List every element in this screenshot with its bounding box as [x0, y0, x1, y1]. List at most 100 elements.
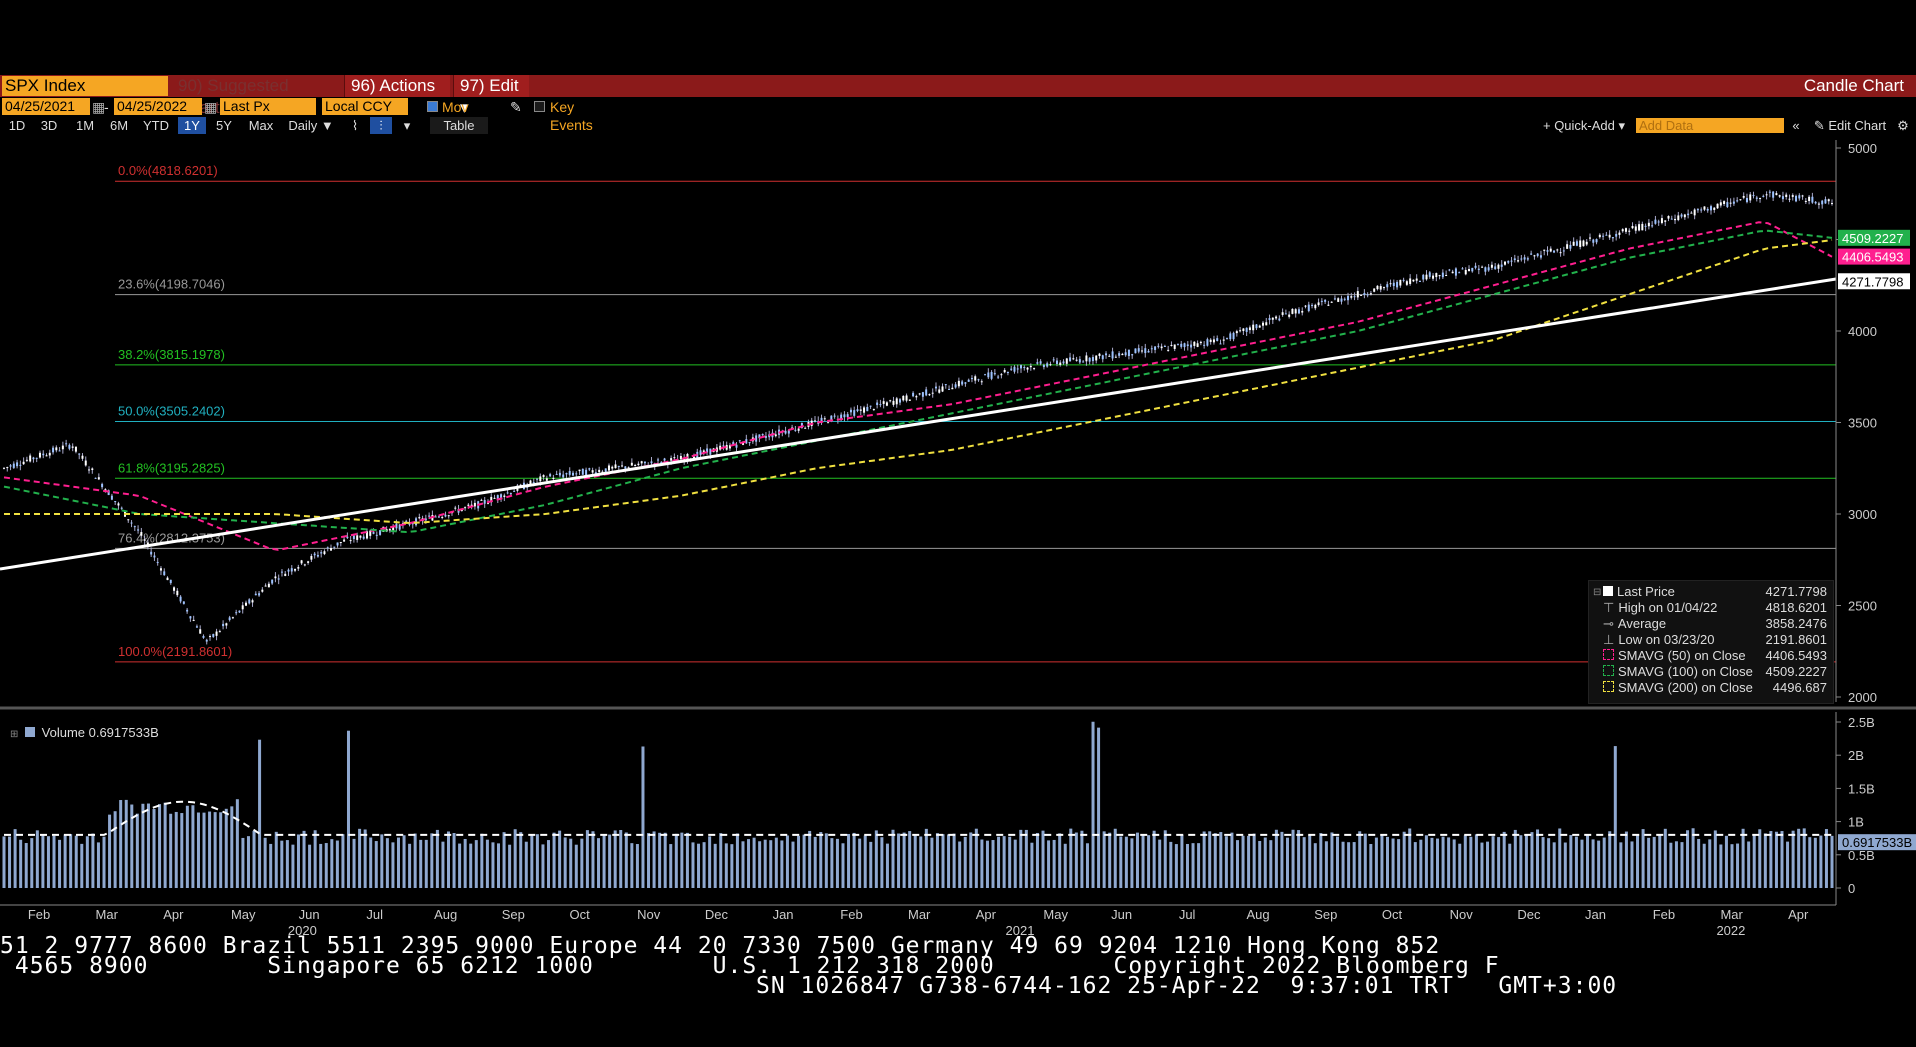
month-label: Nov [1450, 907, 1474, 922]
candle-body [634, 464, 637, 466]
volume-bar [1124, 836, 1128, 888]
candle-body [228, 617, 231, 620]
candle-body [1176, 343, 1179, 345]
add-data-input[interactable]: Add Data [1636, 118, 1784, 133]
candle-body [617, 465, 620, 467]
suggested-charts-menu[interactable]: 90) Suggested Charts [172, 75, 340, 117]
candle-body [1539, 255, 1542, 258]
mov-avgs-checkbox[interactable] [427, 101, 438, 112]
candle-body [1745, 197, 1748, 203]
volume-bar [741, 841, 745, 888]
candle-body [588, 468, 591, 470]
collapse-volume-icon[interactable]: ⊞ [10, 729, 19, 740]
edit-menu[interactable]: 97) Edit ▾ [453, 75, 529, 117]
price-field-select[interactable]: Last Px [220, 98, 316, 115]
candle-body [591, 470, 594, 473]
candle-body [500, 494, 503, 500]
end-date-field[interactable]: 04/25/2022 [114, 98, 202, 115]
currency-select[interactable]: Local CCY [322, 98, 408, 115]
candle-body [1438, 275, 1441, 277]
candle-body [9, 465, 12, 467]
range-max-button[interactable]: Max [248, 118, 274, 133]
volume-bar [269, 843, 273, 888]
volume-bar [219, 812, 223, 888]
candle-body [764, 436, 767, 438]
candle-body [719, 445, 722, 450]
volume-bar [1819, 835, 1823, 888]
chevron-down-icon[interactable]: ▾ [403, 118, 411, 133]
candle-body [558, 472, 561, 476]
candle-body [1468, 269, 1471, 272]
candle-body [948, 388, 951, 390]
volume-bar [1586, 835, 1590, 888]
gear-icon[interactable]: ⚙ [1897, 118, 1909, 133]
candle-body [1248, 327, 1251, 331]
candle-body [1749, 194, 1752, 201]
candle-body [401, 523, 404, 526]
line-chart-icon[interactable]: ⌇ [351, 118, 359, 133]
legend-label: Low on 03/23/20 [1618, 632, 1715, 647]
range-1y-button[interactable]: 1Y [178, 117, 206, 134]
actions-menu[interactable]: 96) Actions ▾ [344, 75, 450, 117]
range-5y-button[interactable]: 5Y [216, 118, 232, 133]
pencil-icon[interactable]: ✎ [510, 99, 522, 115]
edit-chart-button[interactable]: ✎ Edit Chart [1813, 118, 1887, 133]
range-ytd-button[interactable]: YTD [143, 118, 169, 133]
volume-bar [1202, 831, 1206, 888]
collapse-icon[interactable]: « [1792, 118, 1800, 133]
candle-body [1546, 250, 1549, 252]
security-field[interactable]: SPX Index [2, 76, 168, 96]
candle-body [951, 387, 954, 390]
volume-bar [24, 843, 28, 888]
candle-body [771, 432, 774, 438]
volume-bar [224, 808, 228, 888]
candle-body [1203, 344, 1206, 346]
range-6m-button[interactable]: 6M [109, 118, 129, 133]
volume-bar [780, 840, 784, 888]
calendar-icon[interactable]: ▦ [204, 99, 218, 115]
calendar-icon[interactable]: ▦ [92, 99, 106, 115]
candle-body [859, 409, 862, 411]
range-3d-button[interactable]: 3D [40, 118, 58, 133]
candle-body [477, 501, 480, 509]
volume-bar [474, 840, 478, 888]
candle-body [827, 422, 830, 424]
range-1m-button[interactable]: 1M [75, 118, 95, 133]
candle-body [1190, 344, 1193, 348]
month-label: Apr [163, 907, 184, 922]
volume-bar [41, 834, 45, 888]
collapse-legend-icon[interactable]: ⊟ [1593, 587, 1602, 598]
volume-bar [1597, 840, 1601, 888]
volume-bar [1247, 835, 1251, 888]
volume-bar [1030, 842, 1034, 888]
volume-bar [1258, 840, 1262, 888]
volume-bar [1324, 841, 1328, 888]
table-button[interactable]: Table [430, 117, 488, 134]
key-events-checkbox[interactable] [534, 101, 545, 112]
frequency-select[interactable]: Daily ▼ [288, 118, 334, 133]
candle-body [1373, 288, 1376, 292]
candle-body [1589, 237, 1592, 239]
volume-bar [941, 834, 945, 888]
candle-body [1327, 304, 1330, 306]
volume-bar [1497, 837, 1501, 888]
candle-body [545, 478, 548, 481]
volume-bar [52, 835, 56, 888]
candle-chart-icon[interactable]: ⫶ [370, 117, 392, 134]
volume-bar [1524, 834, 1528, 888]
volume-bar [658, 832, 662, 888]
candle-body [1664, 220, 1667, 222]
quick-add-menu[interactable]: + Quick-Add ▾ [1542, 118, 1626, 133]
candle-body [1111, 351, 1114, 359]
candle-body [1340, 298, 1343, 302]
candle-body [71, 446, 74, 448]
month-label: Nov [637, 907, 661, 922]
candle-body [1399, 279, 1402, 286]
candle-body [738, 440, 741, 442]
candle-body [238, 610, 241, 613]
volume-bar [1147, 835, 1151, 888]
candle-body [941, 386, 944, 392]
range-1d-button[interactable]: 1D [8, 118, 26, 133]
start-date-field[interactable]: 04/25/2021 [2, 98, 90, 115]
